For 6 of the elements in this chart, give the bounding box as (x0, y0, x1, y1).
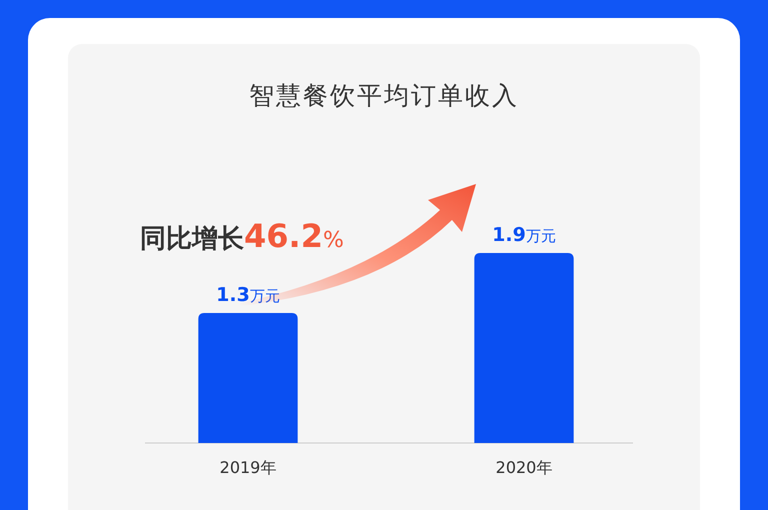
annotation: 同比增长46.2% (140, 217, 344, 255)
data-label: 1.3万元 (216, 284, 280, 306)
x-tick-label: 2020年 (496, 458, 552, 477)
data-label: 1.9万元 (492, 224, 556, 246)
x-tick-label: 2019年 (220, 458, 276, 477)
chart-title: 智慧餐饮平均订单收入 (249, 81, 519, 110)
